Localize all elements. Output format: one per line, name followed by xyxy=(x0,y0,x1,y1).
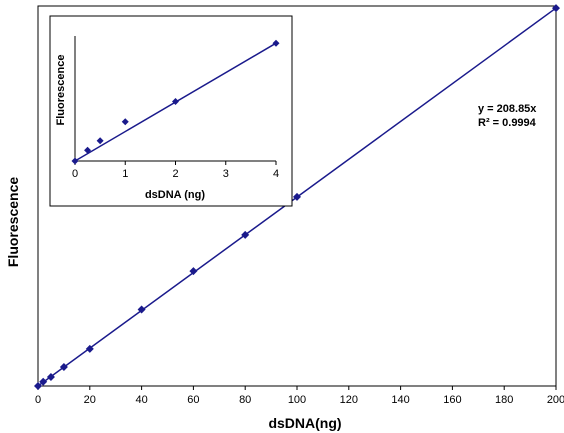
inset-x-axis-title: dsDNA (ng) xyxy=(145,189,205,201)
main-x-tick-label: 180 xyxy=(495,394,513,406)
inset-data-point xyxy=(71,157,79,165)
main-x-tick-label: 20 xyxy=(84,394,96,406)
main-data-point xyxy=(552,4,560,13)
main-x-tick-label: 100 xyxy=(288,394,306,406)
inset-data-point xyxy=(121,118,129,126)
main-data-point xyxy=(85,344,94,353)
trendline-equation: y = 208.85x xyxy=(478,103,537,115)
main-data-point xyxy=(293,192,301,201)
inset-x-tick-label: 3 xyxy=(223,168,229,180)
main-x-tick-label: 160 xyxy=(443,394,461,406)
main-data-point xyxy=(39,377,48,386)
main-x-axis-ticks: 0 20 40 60 80 100 120 140 160 180 200 xyxy=(35,386,564,406)
main-x-tick-label: 140 xyxy=(391,394,409,406)
main-data-points xyxy=(34,4,560,390)
inset-data-point xyxy=(272,39,280,47)
inset-y-axis-title: Fluorescence xyxy=(55,55,67,126)
main-x-tick-label: 0 xyxy=(35,394,41,406)
main-data-point xyxy=(59,363,68,371)
inset-data-point xyxy=(96,137,104,145)
main-data-point xyxy=(189,267,198,276)
main-x-tick-label: 60 xyxy=(187,394,199,406)
main-data-point xyxy=(137,305,146,314)
main-x-tick-label: 40 xyxy=(135,394,147,406)
inset-data-point xyxy=(172,98,179,105)
inset-data-point xyxy=(84,146,92,154)
inset-x-tick-label: 0 xyxy=(72,168,78,180)
main-data-point xyxy=(34,382,42,390)
inset-chart: 0 1 2 3 4 dsDNA (ng) Fluorescence xyxy=(49,15,293,207)
inset-x-axis-ticks: 0 1 2 3 4 xyxy=(72,161,279,180)
main-chart: 0 20 40 60 80 100 120 140 160 180 200 dsDNA(ng) Fl… xyxy=(5,4,564,431)
trendline-r-squared: R² = 0.9994 xyxy=(478,117,537,129)
main-y-axis-title: Fluorescence xyxy=(5,177,21,267)
inset-x-tick-label: 2 xyxy=(172,168,178,180)
main-x-axis-title: dsDNA(ng) xyxy=(268,415,341,431)
inset-data-points xyxy=(71,39,280,165)
inset-x-tick-label: 4 xyxy=(273,168,279,180)
inset-box xyxy=(49,15,293,207)
main-x-tick-label: 200 xyxy=(547,394,564,406)
inset-x-tick-label: 1 xyxy=(122,168,128,180)
main-data-point xyxy=(241,230,250,239)
main-x-tick-label: 120 xyxy=(340,394,358,406)
main-x-tick-label: 80 xyxy=(239,394,251,406)
main-data-point xyxy=(46,372,55,381)
